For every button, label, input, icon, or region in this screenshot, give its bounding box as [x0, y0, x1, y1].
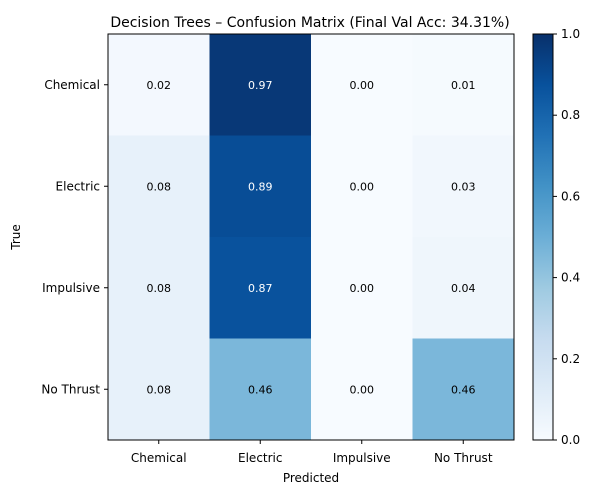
y-axis-ticks: Chemical Electric Impulsive No Thrust [41, 78, 108, 396]
heatmap-cell [108, 34, 210, 136]
y-tick-label: Impulsive [42, 281, 100, 295]
colorbar-tick-label: 0.4 [561, 271, 580, 285]
x-tick-label: Chemical [131, 451, 187, 465]
cell-value-label: 0.46 [451, 383, 476, 396]
cell-value-label: 0.46 [248, 383, 273, 396]
cell-value-label: 0.87 [248, 282, 273, 295]
cell-value-label: 0.08 [147, 282, 172, 295]
heatmap-cell [311, 237, 413, 339]
cell-value-label: 0.08 [147, 383, 172, 396]
y-tick-label: Chemical [44, 78, 100, 92]
heatmap-cells [108, 34, 515, 441]
cell-value-label: 0.97 [248, 79, 273, 92]
heatmap-cell [412, 34, 515, 136]
y-axis-label: True [9, 224, 23, 251]
heatmap-cell [311, 338, 413, 441]
heatmap-cell [311, 34, 413, 136]
heatmap-cell [209, 135, 312, 238]
heatmap-cell [108, 135, 210, 238]
chart-title: Decision Trees – Confusion Matrix (Final… [110, 15, 509, 31]
colorbar-ticks: 0.0 0.2 0.4 0.6 0.8 1.0 [553, 27, 580, 447]
y-tick-label: No Thrust [41, 382, 100, 396]
cell-value-label: 0.08 [147, 180, 172, 193]
colorbar-tick-label: 0.0 [561, 433, 580, 447]
heatmap-cell [412, 338, 515, 441]
heatmap-cell-labels: 0.02 0.97 0.00 0.01 0.08 0.89 0.00 0.03 0.08 0.87… [147, 79, 476, 397]
heatmap-cell [209, 338, 312, 441]
y-tick-label: Electric [56, 179, 100, 193]
heatmap-cell [108, 237, 210, 339]
cell-value-label: 0.02 [147, 79, 172, 92]
colorbar-tick-label: 1.0 [561, 27, 580, 41]
x-tick-label: Electric [238, 451, 282, 465]
colorbar-tick-label: 0.2 [561, 352, 580, 366]
x-axis-ticks: Chemical Electric Impulsive No Thrust [131, 440, 493, 465]
colorbar [532, 33, 554, 441]
cell-value-label: 0.01 [451, 79, 476, 92]
colorbar-tick-label: 0.6 [561, 189, 580, 203]
heatmap-cell [412, 237, 515, 339]
cell-value-label: 0.04 [451, 282, 476, 295]
heatmap-cell [311, 135, 413, 238]
heatmap-cell [209, 237, 312, 339]
heatmap-cell [209, 34, 312, 136]
cell-value-label: 0.00 [350, 282, 375, 295]
x-axis-label: Predicted [283, 471, 339, 485]
heatmap-cell [412, 135, 515, 238]
heatmap-cell [108, 338, 210, 441]
colorbar-tick-label: 0.8 [561, 108, 580, 122]
plot-frame [107, 33, 515, 441]
cell-value-label: 0.00 [350, 79, 375, 92]
x-tick-label: Impulsive [333, 451, 391, 465]
x-tick-label: No Thrust [434, 451, 493, 465]
cell-value-label: 0.03 [451, 180, 476, 193]
cell-value-label: 0.00 [350, 383, 375, 396]
cell-value-label: 0.00 [350, 180, 375, 193]
cell-value-label: 0.89 [248, 180, 273, 193]
